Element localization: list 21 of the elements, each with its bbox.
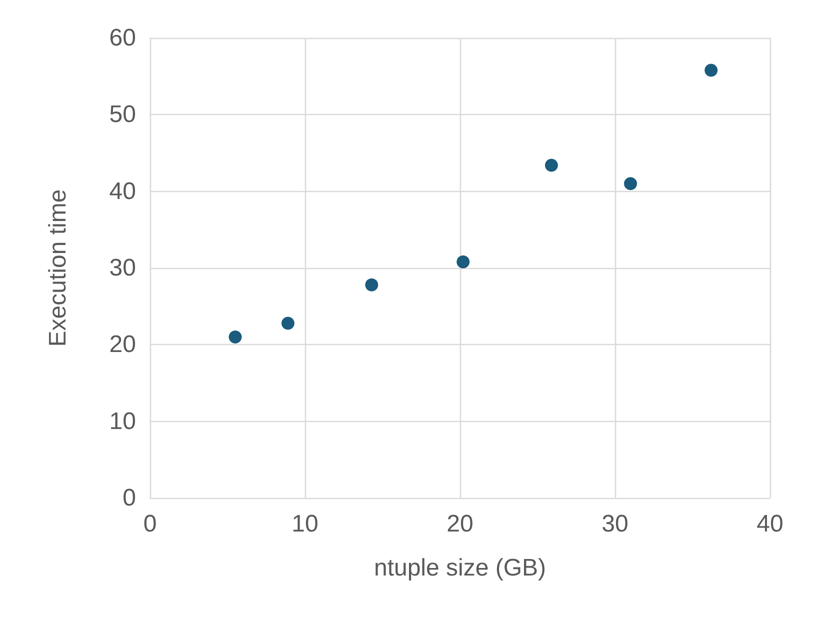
y-tick-label: 40 bbox=[109, 178, 136, 205]
x-axis-title: ntuple size (GB) bbox=[374, 554, 546, 582]
point bbox=[544, 158, 558, 172]
y-tick-label: 10 bbox=[109, 408, 136, 435]
y-tick-label: 50 bbox=[109, 101, 136, 128]
x-tick-label: 40 bbox=[756, 510, 784, 538]
y-tick-label: 0 bbox=[122, 484, 136, 512]
point bbox=[365, 278, 378, 292]
point bbox=[228, 330, 242, 344]
x-tick-label: 0 bbox=[143, 510, 157, 538]
point bbox=[281, 316, 294, 330]
x-tick-label: 20 bbox=[446, 510, 474, 538]
y-tick-label: 30 bbox=[109, 254, 136, 282]
x-tick-label: 10 bbox=[292, 510, 318, 538]
y-axis-title: Execution time bbox=[44, 189, 72, 347]
y-tick-label: 60 bbox=[109, 24, 136, 52]
point bbox=[456, 255, 470, 268]
x-tick-label: 30 bbox=[602, 510, 628, 538]
point bbox=[624, 177, 637, 190]
y-tick-label: 20 bbox=[109, 331, 136, 358]
point bbox=[704, 64, 718, 77]
